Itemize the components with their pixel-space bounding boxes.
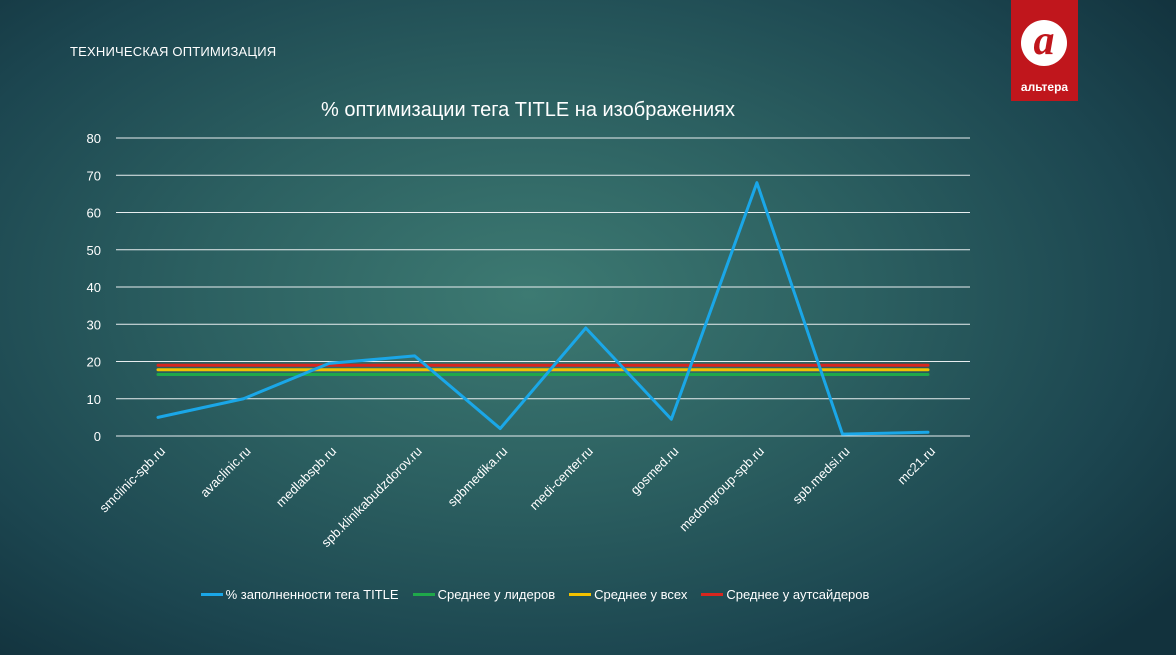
x-tick-label: avaclinic.ru	[197, 444, 254, 501]
x-tick-label: spb.medsi.ru	[789, 444, 852, 507]
chart-legend: % заполненности тега TITLE Среднее у лиде…	[0, 587, 1070, 602]
series-line	[156, 181, 930, 436]
y-tick-label: 10	[87, 392, 101, 407]
x-tick-label: gosmed.ru	[627, 444, 681, 498]
y-tick-label: 0	[94, 429, 101, 444]
legend-item: Среднее у всех	[569, 587, 687, 602]
chart-series	[156, 181, 930, 436]
altera-logo-icon: а	[1021, 20, 1067, 66]
x-axis-ticks: smclinic-spb.ru avaclinic.ru medlabspb.rus…	[96, 444, 938, 551]
chart-grid	[116, 137, 970, 437]
x-tick-label: mc21.ru	[894, 444, 938, 488]
y-tick-label: 60	[87, 206, 101, 221]
x-tick-label: medi-center.ru	[527, 444, 596, 513]
legend-item: % заполненности тега TITLE	[200, 587, 399, 602]
legend-label: % заполненности тега TITLE	[225, 587, 399, 602]
legend-label: Среднее у лидеров	[437, 587, 556, 602]
legend-item: Среднее у аутсайдеров	[701, 587, 869, 602]
y-tick-label: 80	[87, 131, 101, 146]
y-tick-label: 40	[87, 280, 101, 295]
section-title: ТЕХНИЧЕСКАЯ ОПТИМИЗАЦИЯ	[70, 44, 277, 59]
y-tick-label: 70	[87, 168, 101, 183]
y-tick-label: 20	[87, 355, 101, 370]
x-tick-label: medlabspb.ru	[273, 444, 339, 510]
x-tick-label: smclinic-spb.ru	[96, 444, 168, 516]
legend-swatch	[701, 593, 724, 596]
legend-swatch	[412, 593, 435, 596]
y-tick-label: 50	[87, 243, 101, 258]
chart-title: % оптимизации тега TITLE на изображениях	[321, 99, 735, 121]
legend-swatch	[200, 593, 223, 596]
x-tick-label: spb.klinikabudzdorov.ru	[318, 444, 425, 551]
altera-logo-text: альтера	[1020, 80, 1069, 94]
y-axis-ticks: 0 10 20 30 40 50 60 70 80	[87, 131, 101, 444]
x-tick-label: medongroup-spb.ru	[676, 444, 767, 535]
legend-swatch	[569, 593, 592, 596]
altera-logo: а альтера	[1011, 0, 1078, 101]
legend-item: Среднее у лидеров	[412, 587, 556, 602]
legend-label: Среднее у аутсайдеров	[726, 587, 870, 602]
legend-label: Среднее у всех	[594, 587, 688, 602]
y-tick-label: 30	[87, 317, 101, 332]
x-tick-label: spbmedika.ru	[445, 444, 511, 510]
